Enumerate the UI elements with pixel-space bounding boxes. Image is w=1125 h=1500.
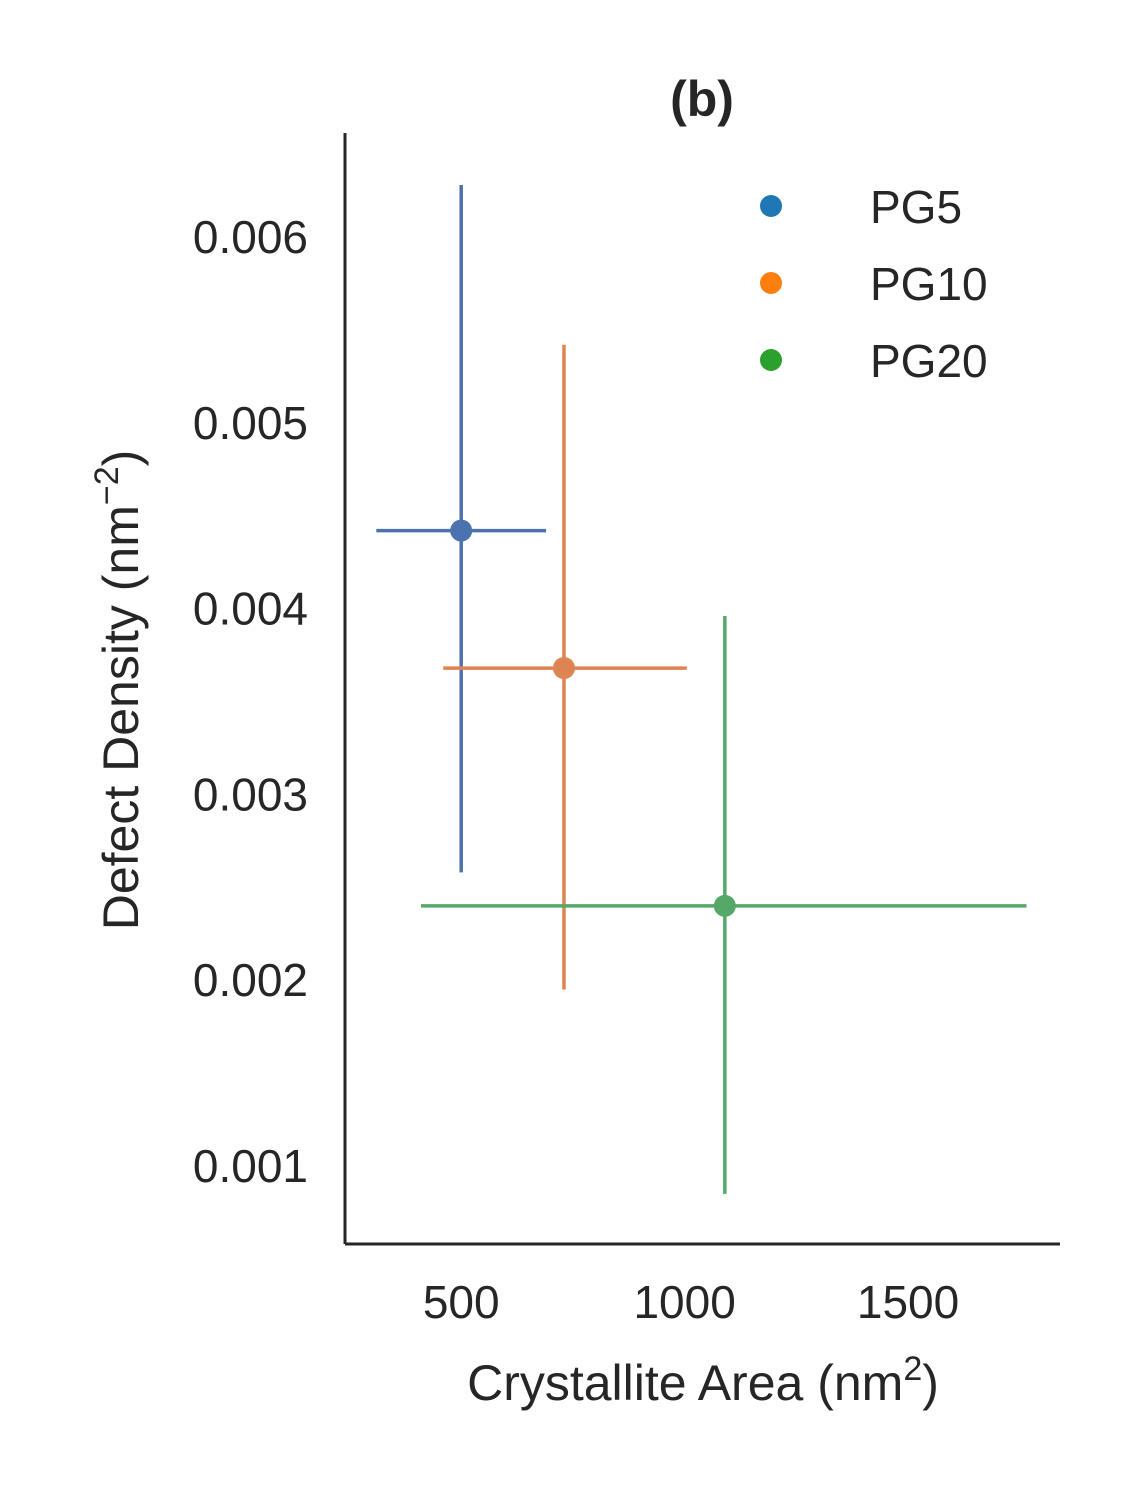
legend-marker xyxy=(760,272,782,294)
series-pg20 xyxy=(420,616,1027,1194)
x-tick-label: 1500 xyxy=(857,1276,959,1328)
legend-entry-pg5: PG5 xyxy=(760,181,962,233)
y-axis-ticks: 0.001 0.002 0.003 0.004 0.005 0.006 xyxy=(193,211,308,1192)
x-axis-label: Crystallite Area (nm2) xyxy=(467,1350,939,1411)
legend-entry-pg20: PG20 xyxy=(760,335,988,387)
series-pg5 xyxy=(376,185,547,873)
y-tick-label: 0.001 xyxy=(193,1140,308,1192)
x-tick-label: 1000 xyxy=(633,1276,735,1328)
y-tick-label: 0.006 xyxy=(193,211,308,263)
legend-marker xyxy=(760,195,782,217)
legend-label: PG10 xyxy=(870,258,988,310)
plot-area xyxy=(376,185,1027,1194)
y-tick-label: 0.004 xyxy=(193,583,308,635)
legend-label: PG20 xyxy=(870,335,988,387)
legend-label: PG5 xyxy=(870,181,962,233)
y-tick-label: 0.005 xyxy=(193,397,308,449)
legend-marker xyxy=(760,349,782,371)
x-tick-label: 500 xyxy=(423,1276,500,1328)
data-point xyxy=(713,894,736,917)
y-tick-label: 0.002 xyxy=(193,954,308,1006)
chart-title: (b) xyxy=(670,71,734,127)
x-axis-ticks: 500 1000 1500 xyxy=(423,1276,959,1328)
y-axis-label: Defect Density (nm−2) xyxy=(88,450,149,931)
y-tick-label: 0.003 xyxy=(193,768,308,820)
legend: PG5 PG10 PG20 xyxy=(760,181,988,387)
data-point xyxy=(450,519,473,542)
series-pg10 xyxy=(443,344,687,990)
data-point xyxy=(552,657,575,680)
legend-entry-pg10: PG10 xyxy=(760,258,988,310)
